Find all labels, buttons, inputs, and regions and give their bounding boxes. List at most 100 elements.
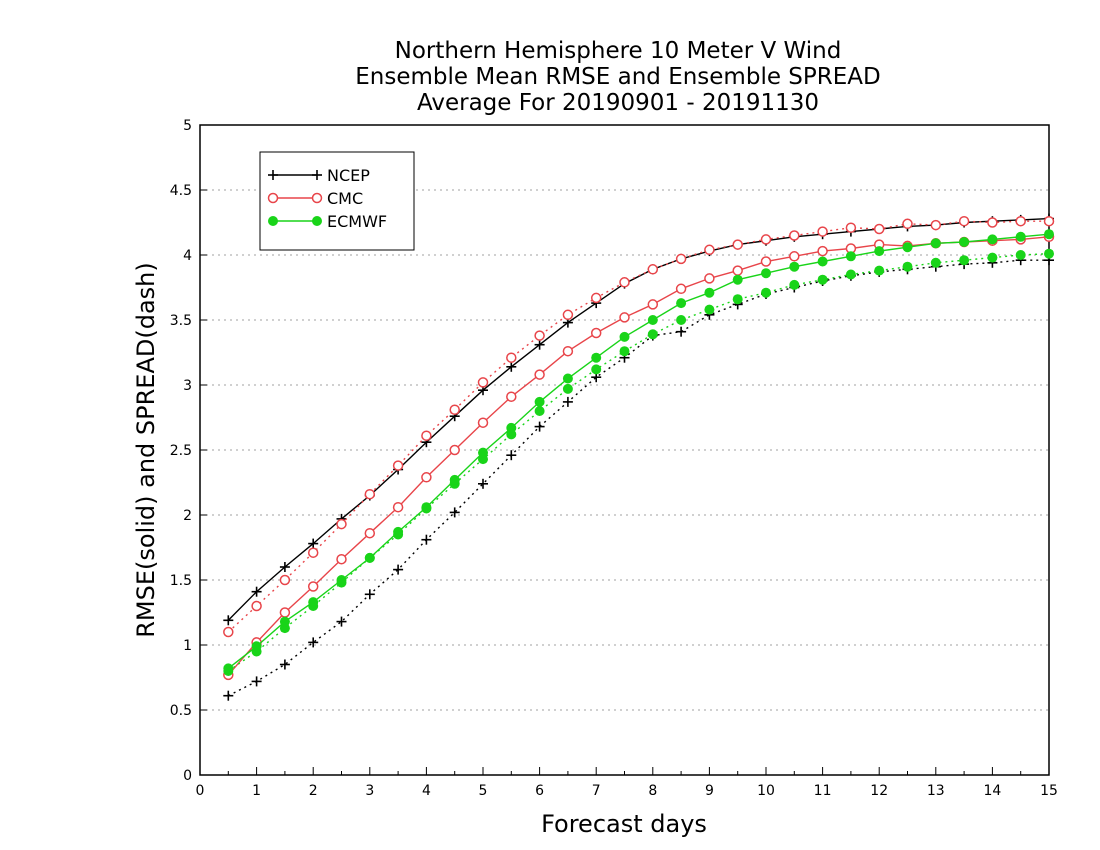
x-tick-label-3: 3 — [365, 783, 374, 799]
legend-marker-left-1 — [267, 192, 279, 204]
ncep-spread-point-7 — [421, 534, 432, 545]
title-line-3: Average For 20190901 - 20191130 — [417, 90, 819, 116]
x-tick-label-4: 4 — [422, 783, 431, 799]
legend-label-0: NCEP — [327, 166, 370, 185]
cmc-rmse-point-8 — [449, 444, 460, 456]
cmc-spread-point-5 — [364, 488, 376, 500]
ecmwf-rmse-line — [227, 233, 1050, 669]
x-tick-label-15: 15 — [1040, 783, 1058, 799]
ecmwf-spread-point-25 — [930, 257, 941, 268]
cmc-spread-point-17 — [704, 244, 715, 256]
x-axis-ticks: 0 1 2 3 4 5 6 7 8 9 10 11 12 13 14 15 — [196, 767, 1058, 799]
ncep-rmse-line — [227, 217, 1050, 621]
ecmwf-spread-point-17 — [704, 304, 715, 315]
legend-marker-left-2 — [268, 216, 278, 226]
ecmwf-spread-point-13 — [591, 364, 602, 375]
series-layer — [223, 213, 1055, 701]
cmc-rmse-point-19 — [760, 256, 772, 267]
cmc-rmse-point-12 — [562, 345, 574, 357]
y-tick-label-4: 2 — [183, 508, 192, 524]
ecmwf-spread-point-21 — [817, 274, 828, 285]
legend-entry-ncep: NCEP — [268, 166, 370, 185]
cmc-spread-point-11 — [534, 330, 545, 341]
y-tick-label-9: 4.5 — [170, 183, 192, 199]
ecmwf-spread-point-23 — [874, 265, 885, 276]
cmc-rmse-point-11 — [534, 369, 545, 380]
ecmwf-spread-point-14 — [619, 346, 630, 357]
y-tick-label-1: 0.5 — [170, 703, 192, 719]
cmc-spread-point-26 — [958, 215, 970, 227]
ecmwf-rmse-point-8 — [449, 474, 460, 485]
title-line-1: Northern Hemisphere 10 Meter V Wind — [395, 38, 842, 64]
cmc-spread-series — [223, 215, 1055, 638]
ecmwf-rmse-point-4 — [336, 575, 347, 585]
cmc-rmse-point-7 — [421, 472, 432, 483]
ncep-spread-point-11 — [534, 421, 545, 432]
legend-marker-right-1 — [311, 192, 323, 204]
ecmwf-rmse-point-22 — [845, 251, 856, 262]
ecmwf-rmse-point-21 — [817, 256, 828, 267]
ecmwf-rmse-series — [223, 229, 1054, 674]
ncep-rmse-point-11 — [534, 339, 545, 350]
ecmwf-rmse-point-28 — [1015, 231, 1026, 242]
cmc-spread-point-6 — [392, 460, 404, 471]
ecmwf-rmse-point-13 — [591, 352, 602, 363]
x-tick-label-7: 7 — [592, 783, 601, 799]
grid-lines — [200, 189, 1049, 711]
y-tick-label-5: 2.5 — [170, 443, 192, 459]
x-tick-label-2: 2 — [309, 783, 318, 799]
legend-entry-ecmwf: ECMWF — [268, 212, 387, 231]
cmc-spread-point-28 — [1015, 215, 1026, 227]
cmc-rmse-point-6 — [392, 501, 404, 513]
cmc-spread-point-24 — [902, 218, 913, 230]
ncep-spread-point-3 — [308, 637, 319, 648]
ncep-rmse-point-0 — [223, 615, 234, 626]
ecmwf-rmse-point-14 — [619, 331, 630, 342]
x-tick-label-10: 10 — [757, 783, 775, 799]
x-tick-label-0: 0 — [196, 783, 205, 799]
legend-marker-right-2 — [312, 216, 322, 226]
x-tick-label-6: 6 — [535, 783, 544, 799]
legend-marker-left-0 — [268, 170, 278, 180]
legend-label-2: ECMWF — [327, 212, 387, 231]
ecmwf-rmse-point-12 — [562, 373, 573, 384]
cmc-spread-point-0 — [223, 626, 234, 638]
cmc-spread-point-4 — [336, 518, 347, 530]
cmc-rmse-point-17 — [704, 273, 715, 284]
cmc-spread-point-10 — [506, 352, 517, 363]
ecmwf-spread-point-15 — [647, 329, 658, 340]
cmc-spread-point-27 — [987, 217, 998, 228]
cmc-rmse-point-3 — [307, 581, 319, 592]
cmc-spread-point-16 — [675, 253, 687, 265]
cmc-spread-point-3 — [307, 547, 319, 558]
ecmwf-spread-point-22 — [845, 269, 856, 280]
ecmwf-spread-point-11 — [534, 406, 545, 416]
x-tick-label-14: 14 — [983, 783, 1001, 799]
cmc-spread-point-29 — [1043, 215, 1055, 227]
x-tick-label-12: 12 — [870, 783, 888, 799]
cmc-spread-point-21 — [817, 226, 828, 237]
cmc-rmse-point-14 — [619, 312, 630, 323]
ecmwf-rmse-point-25 — [930, 238, 941, 249]
ecmwf-rmse-point-19 — [761, 268, 771, 279]
ncep-spread-point-2 — [279, 659, 290, 670]
ecmwf-spread-point-20 — [789, 279, 800, 290]
ncep-spread-point-16 — [676, 326, 687, 337]
ecmwf-spread-point-16 — [676, 315, 687, 325]
ncep-rmse-point-3 — [308, 538, 319, 549]
cmc-rmse-point-2 — [279, 607, 291, 618]
ncep-spread-point-6 — [393, 564, 404, 575]
y-tick-label-2: 1 — [183, 638, 192, 654]
x-tick-label-13: 13 — [927, 783, 945, 799]
cmc-spread-point-22 — [845, 222, 857, 233]
x-axis-title: Forecast days — [541, 810, 707, 838]
ecmwf-rmse-point-20 — [789, 261, 800, 272]
ecmwf-rmse-point-18 — [732, 274, 743, 285]
y-tick-label-6: 3 — [183, 378, 192, 394]
y-tick-label-7: 3.5 — [170, 313, 192, 329]
ecmwf-rmse-point-26 — [959, 237, 970, 247]
ecmwf-rmse-point-0 — [223, 663, 234, 674]
cmc-rmse-point-18 — [732, 265, 743, 276]
cmc-spread-point-15 — [647, 264, 659, 275]
ecmwf-rmse-point-15 — [647, 315, 658, 325]
